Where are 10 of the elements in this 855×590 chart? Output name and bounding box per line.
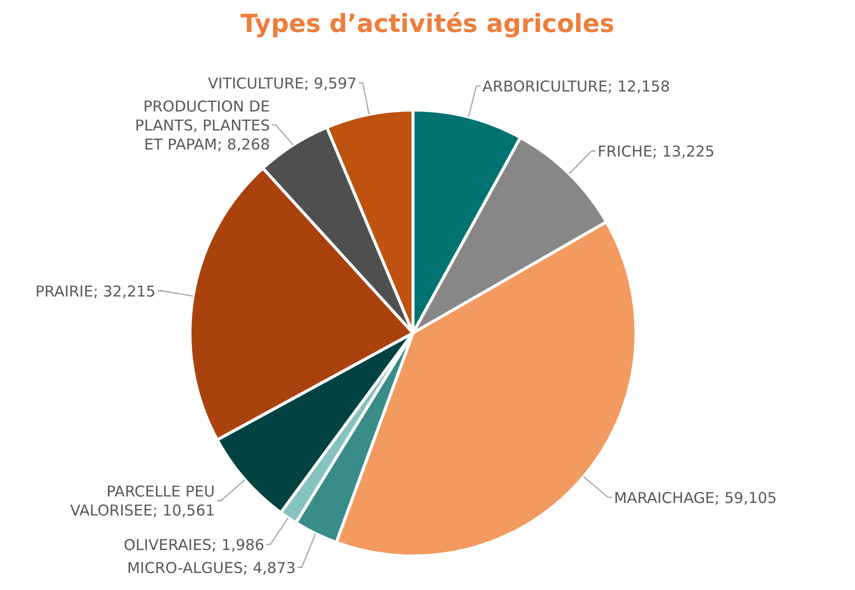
chart-title: Types d’activités agricoles — [240, 9, 614, 38]
slice-label: ARBORICULTURE; 12,158 — [482, 78, 670, 96]
slice-label: VITICULTURE; 9,597 — [208, 74, 357, 92]
slice-label: PRAIRIE; 32,215 — [35, 282, 156, 300]
slice-label: MARAICHAGE; 59,105 — [614, 488, 777, 507]
slice-label: OLIVERAIES; 1,986 — [124, 536, 264, 554]
slice-label: FRICHE; 13,225 — [598, 142, 715, 160]
slice-label: PARCELLE PEU VALORISEE; 10,561 — [70, 482, 215, 520]
slice-label: MICRO-ALGUES; 4,873 — [127, 558, 296, 577]
slice-label: PRODUCTION DE PLANTS, PLANTES ET PAPAM; 8,268 — [135, 98, 270, 154]
